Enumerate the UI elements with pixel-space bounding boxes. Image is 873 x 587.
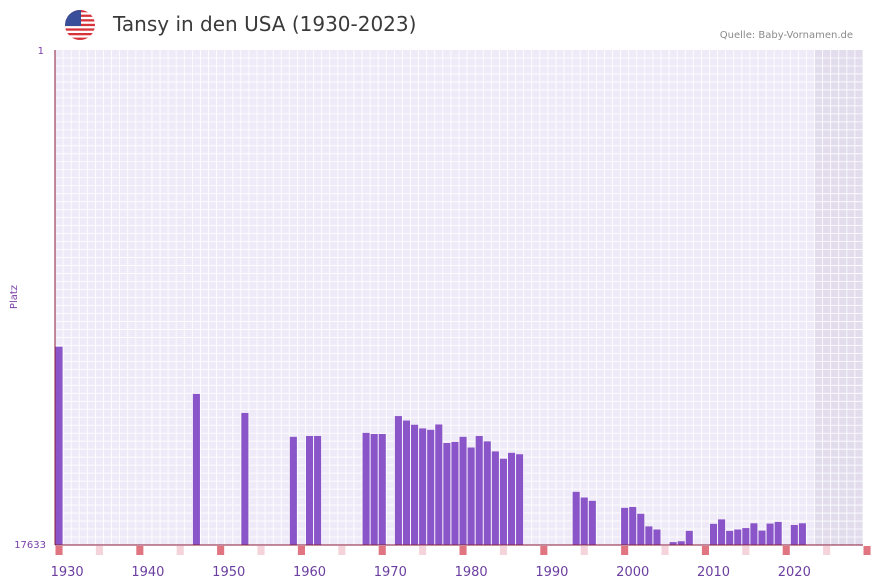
bar-2002	[645, 526, 653, 545]
bar-1946	[192, 393, 200, 545]
axis-marker-1929	[55, 546, 63, 555]
axis-marker-1939	[136, 546, 144, 555]
x-tick-1960: 1960	[293, 565, 326, 580]
bar-1958	[289, 436, 297, 545]
x-tick-2010: 2010	[697, 565, 730, 580]
bar-1974	[419, 428, 427, 545]
axis-marker-1954	[257, 546, 265, 555]
axis-marker-1979	[459, 546, 467, 555]
x-tick-labels: 1930 1940 1950 1960 1970 1980 1990 2000 2010 2020	[51, 565, 811, 580]
axis-marker-1964	[338, 546, 346, 555]
bar-2000	[629, 507, 637, 545]
bar-1972	[402, 420, 411, 545]
bar-2003	[653, 529, 661, 545]
bar-2021	[798, 523, 806, 545]
bar-2015	[750, 523, 758, 545]
axis-marker-2009	[701, 546, 709, 555]
axis-marker-1974	[419, 546, 427, 555]
grid-lines	[54, 50, 864, 545]
bar-2012	[726, 530, 734, 545]
axis-marker-2029	[863, 546, 871, 555]
bar-1993	[572, 491, 580, 545]
axis-marker-1989	[540, 546, 548, 555]
bar-2011	[718, 519, 726, 545]
bar-1983	[491, 451, 499, 545]
bar-1982	[483, 441, 491, 545]
bar-2016	[758, 530, 766, 545]
bar-1995	[588, 500, 596, 545]
bar-1980	[467, 447, 475, 545]
axis-marker-1944	[176, 546, 184, 555]
bar-1967	[362, 432, 370, 545]
bar-1981	[475, 435, 483, 545]
axis-marker-2004	[661, 546, 669, 555]
bar-2013	[734, 529, 742, 545]
axis-marker-1994	[580, 546, 588, 555]
x-tick-2000: 2000	[616, 565, 649, 580]
bar-1979	[459, 436, 467, 545]
bar-1968	[370, 434, 378, 545]
bar-1977	[443, 443, 451, 545]
bars	[55, 346, 806, 545]
us-flag-icon	[65, 10, 95, 40]
x-tick-1940: 1940	[131, 565, 164, 580]
bar-2006	[677, 541, 685, 545]
bar-1986	[516, 454, 524, 545]
bar-1961	[314, 435, 322, 545]
y-tick-bottom: 17633	[14, 540, 46, 551]
y-axis-label: Platz	[9, 285, 20, 309]
bar-1994	[580, 497, 588, 545]
bar-1929	[55, 346, 63, 545]
source-credit: Quelle: Baby-Vornamen.de	[719, 30, 853, 41]
bar-1960	[305, 435, 314, 545]
bar-2001	[637, 513, 645, 545]
axis-marker-1949	[217, 546, 225, 555]
x-tick-1970: 1970	[374, 565, 407, 580]
y-tick-top: 1	[38, 46, 44, 57]
axis-marker-1959	[297, 546, 305, 555]
bar-2018	[774, 521, 782, 545]
bar-1969	[378, 434, 386, 545]
bar-1971	[394, 416, 402, 545]
bar-1985	[507, 452, 516, 545]
x-tick-2020: 2020	[778, 565, 811, 580]
bar-2020	[790, 524, 798, 545]
axis-marker-2014	[742, 546, 750, 555]
x-tick-1980: 1980	[455, 565, 488, 580]
bar-1975	[427, 429, 435, 545]
bar-1978	[451, 441, 459, 545]
bar-2014	[742, 528, 750, 545]
axis-marker-2019	[782, 546, 790, 555]
axis-marker-2024	[823, 546, 831, 555]
bar-1999	[621, 507, 629, 545]
axis-marker-1999	[621, 546, 629, 555]
bar-2005	[669, 542, 677, 545]
bar-1973	[411, 424, 419, 545]
x-tick-1950: 1950	[212, 565, 245, 580]
bar-1984	[499, 458, 507, 545]
bar-2017	[766, 523, 774, 545]
bar-1976	[435, 424, 443, 545]
axis-markers	[55, 546, 871, 555]
axis-marker-1934	[95, 546, 103, 555]
bar-2010	[709, 523, 718, 545]
axis-marker-1969	[378, 546, 386, 555]
x-tick-1990: 1990	[535, 565, 568, 580]
page-title: Tansy in den USA (1930-2023)	[113, 12, 417, 36]
x-tick-1930: 1930	[51, 565, 84, 580]
axis-marker-1984	[499, 546, 507, 555]
bar-2007	[685, 530, 693, 545]
bar-1952	[241, 412, 249, 545]
